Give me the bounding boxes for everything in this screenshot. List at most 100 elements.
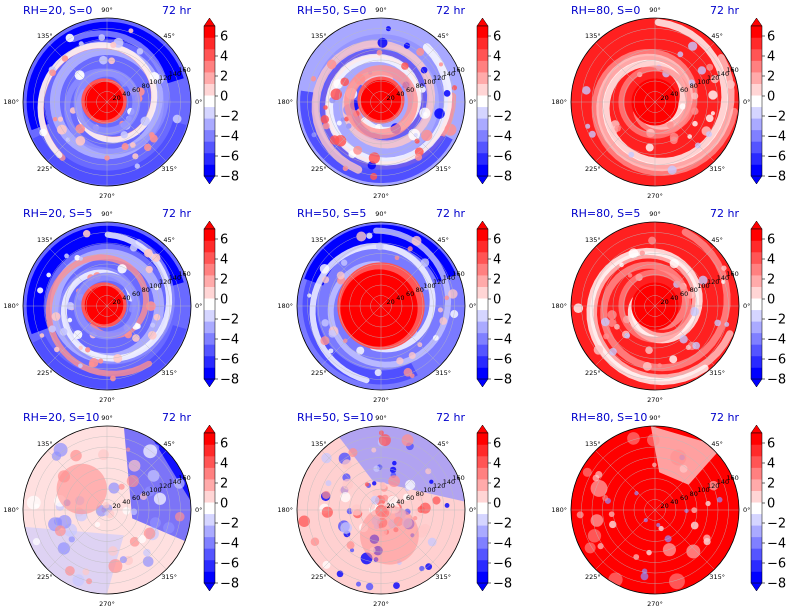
radial-tick-label: 100 [149, 282, 161, 290]
angle-tick-label: 315° [709, 369, 725, 377]
panel-1: 2040608010012014016090°45°0°315°270°225°… [3, 4, 239, 200]
angle-tick-label: 45° [437, 440, 449, 448]
colorbar-extend-max [476, 424, 489, 434]
radial-tick-label: 120 [159, 74, 171, 82]
colorbar-swatch [751, 152, 762, 165]
polar-grid [296, 17, 466, 187]
colorbar-extend-min [750, 582, 763, 592]
colorbar-tick-label: −2 [767, 110, 786, 125]
colorbar-tick-label: −4 [493, 130, 512, 145]
colorbar-tick-label: −8 [493, 577, 512, 592]
angle-tick-label: 315° [435, 165, 451, 173]
radial-tick-label: 120 [433, 482, 445, 490]
radial-tick-label: 80 [690, 490, 698, 498]
colorbar-tick-label: 2 [220, 70, 228, 85]
radial-tick-label: 100 [697, 78, 709, 86]
colorbar-extend-min [203, 582, 216, 592]
polar-grid [296, 221, 466, 391]
colorbar-tick-label: 4 [493, 253, 501, 268]
panel-time-label: 72 hr [162, 207, 191, 220]
colorbar-swatch [751, 263, 762, 276]
radial-tick-label: 80 [416, 286, 424, 294]
colorbar-swatch [751, 355, 762, 368]
colorbar-swatch [477, 83, 488, 96]
colorbar-tick-label: 0 [493, 497, 501, 512]
colorbar-extend-max [203, 220, 216, 230]
colorbar-swatch [204, 479, 215, 491]
colorbar-tick-label: −2 [767, 313, 786, 328]
angle-tick-label: 90° [649, 210, 661, 218]
colorbar-swatch [477, 298, 488, 311]
colorbar-extend-max [203, 17, 216, 27]
colorbar-swatch [204, 152, 215, 165]
colorbar-swatch [204, 106, 215, 119]
colorbar-tick-label: −6 [493, 353, 512, 368]
colorbar-swatch [751, 72, 762, 84]
colorbar-swatch [477, 49, 488, 61]
radial-tick-label: 60 [406, 290, 414, 298]
radial-tick-label: 40 [670, 90, 678, 98]
angle-tick-label: 135° [585, 440, 601, 448]
colorbar-swatch [477, 332, 488, 345]
radial-tick-label: 160 [726, 270, 738, 278]
panel-2: 2040608010012014016090°45°0°315°270°225°… [277, 4, 512, 200]
colorbar-tick-label: 6 [767, 437, 775, 452]
angle-tick-label: 0° [195, 506, 202, 514]
colorbar-tick-label: −6 [767, 353, 786, 368]
colorbar-swatch [477, 444, 488, 457]
colorbar-extend-min [476, 175, 489, 185]
angle-tick-label: 315° [161, 165, 177, 173]
colorbar-swatch [477, 252, 488, 264]
radial-tick-label: 60 [132, 494, 140, 502]
colorbar-tick-label: 6 [767, 30, 775, 45]
angle-tick-label: 0° [469, 506, 476, 514]
angle-tick-label: 90° [101, 210, 113, 218]
panel-6: 2040608010012014016090°45°0°315°270°225°… [551, 207, 786, 404]
colorbar-swatch [204, 240, 215, 253]
colorbar-tick-label: −6 [220, 353, 239, 368]
radial-tick-label: 40 [670, 294, 678, 302]
angle-tick-label: 0° [469, 98, 476, 106]
panel-title: RH=50, S=5 [297, 207, 366, 220]
colorbar-tick-label: −4 [767, 537, 786, 552]
colorbar-tick-label: −4 [493, 537, 512, 552]
colorbar-swatch [751, 49, 762, 61]
angle-tick-label: 135° [37, 440, 53, 448]
radial-tick-label: 100 [149, 486, 161, 494]
colorbar-extend-max [203, 424, 216, 434]
colorbar-tick-label: 4 [767, 253, 775, 268]
colorbar-swatch [477, 60, 488, 73]
colorbar-swatch [204, 72, 215, 84]
colorbar-swatch [204, 433, 215, 445]
angle-tick-label: 135° [311, 32, 327, 40]
polar-grid [570, 221, 740, 391]
colorbar-tick-label: −8 [493, 170, 512, 185]
colorbar-swatch [477, 355, 488, 368]
panel-time-label: 72 hr [436, 411, 465, 424]
colorbar-tick-label: 0 [767, 293, 775, 308]
colorbar-swatch [204, 229, 215, 241]
angle-tick-label: 90° [649, 414, 661, 422]
panel-5: 2040608010012014016090°45°0°315°270°225°… [277, 207, 512, 404]
colorbar-swatch [751, 548, 762, 561]
colorbar-extend-min [750, 175, 763, 185]
colorbar-tick-label: 6 [220, 437, 228, 452]
colorbar-swatch [204, 252, 215, 264]
colorbar-tick-label: 0 [767, 497, 775, 512]
colorbar-swatch [751, 332, 762, 345]
colorbar-swatch [751, 240, 762, 253]
radial-tick-label: 160 [178, 474, 190, 482]
colorbar-swatch [751, 536, 762, 549]
radial-tick-label: 120 [159, 482, 171, 490]
colorbar-swatch [204, 95, 215, 108]
colorbar-swatch [751, 344, 762, 357]
colorbar-swatch [204, 26, 215, 38]
angle-tick-label: 0° [195, 302, 202, 310]
colorbar-tick-label: 2 [493, 273, 501, 288]
radial-tick-label: 20 [387, 298, 395, 306]
angle-tick-label: 315° [435, 369, 451, 377]
angle-tick-label: 270° [373, 192, 389, 200]
colorbar-swatch [751, 95, 762, 108]
colorbar: 6 4 2 0 −2 −4 −6 −8 [476, 424, 512, 592]
colorbar-tick-label: 6 [493, 233, 501, 248]
